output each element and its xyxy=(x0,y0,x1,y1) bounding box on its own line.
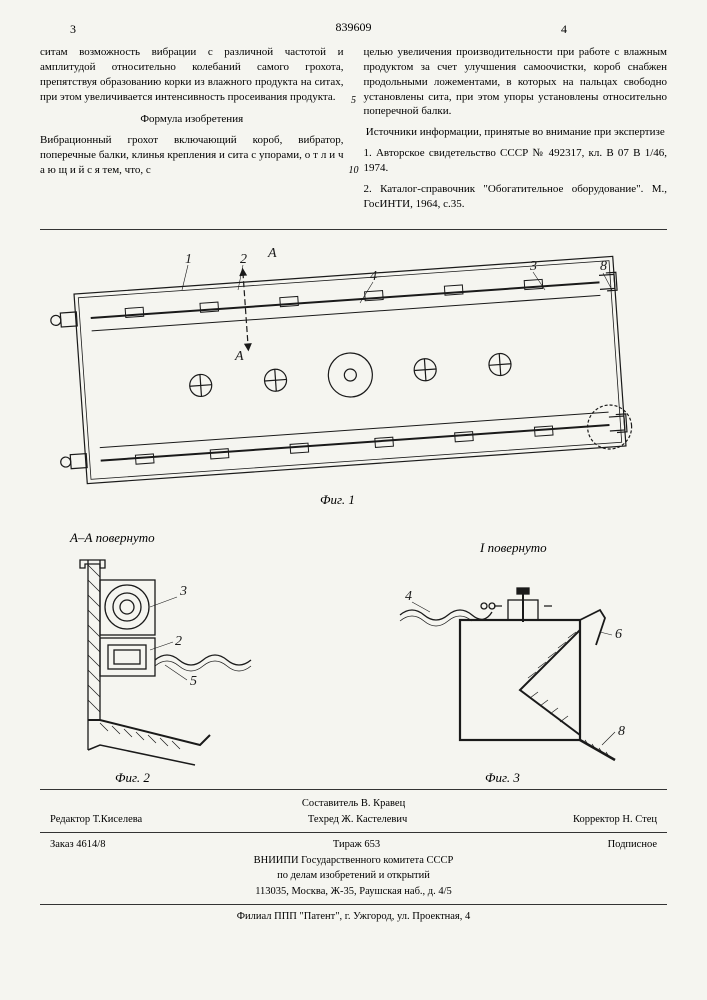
fig1-label-A1: А xyxy=(267,246,277,261)
left-para-1: ситам возможность вибрации с различной ч… xyxy=(40,45,344,104)
footer-tirazh: Тираж 653 xyxy=(333,837,380,853)
document-number: 839609 xyxy=(40,20,667,35)
figure-2: 3 2 5 xyxy=(50,550,270,780)
footer-editor: Редактор Т.Киселева xyxy=(50,812,142,828)
line-marker-5: 5 xyxy=(351,95,356,106)
fig1-label-3: 3 xyxy=(529,259,537,274)
footer-subscription: Подписное xyxy=(608,837,657,853)
fig2-title: А–А повернуто xyxy=(70,530,155,546)
figures-container: 1 2 А 4 3 8 А Фиг. 1 А–А повернуто xyxy=(40,229,667,789)
footer-org: ВНИИПИ Государственного комитета СССР xyxy=(40,853,667,869)
footer-branch: Филиал ППП "Патент", г. Ужгород, ул. Про… xyxy=(40,909,667,925)
fig1-label-1: 1 xyxy=(185,252,192,267)
footer: Составитель В. Кравец Редактор Т.Киселев… xyxy=(40,789,667,924)
right-column: целью увеличения производительности при … xyxy=(364,45,668,217)
footer-order: Заказ 4614/8 xyxy=(50,837,105,853)
source-2: 2. Каталог-справочник "Обогатительное об… xyxy=(364,182,668,212)
footer-address: 113035, Москва, Ж-35, Раушская наб., д. … xyxy=(40,884,667,900)
fig1-label-2: 2 xyxy=(240,252,247,267)
fig2-caption: Фиг. 2 xyxy=(115,770,150,786)
fig3-caption: Фиг. 3 xyxy=(485,770,520,786)
left-para-2: Вибрационный грохот включающий короб, ви… xyxy=(40,133,344,178)
fig1-label-4: 4 xyxy=(370,269,377,284)
text-columns: ситам возможность вибрации с различной ч… xyxy=(40,45,667,217)
fig3-label-6: 6 xyxy=(615,627,622,642)
footer-tech: Техред Ж. Кастелевич xyxy=(308,812,407,828)
fig2-label-5: 5 xyxy=(190,674,197,689)
fig1-label-A2: А xyxy=(234,349,244,364)
figure-3: 4 6 8 xyxy=(390,560,650,780)
formula-title: Формула изобретения xyxy=(40,112,344,127)
footer-order-row: Заказ 4614/8 Тираж 653 Подписное xyxy=(40,837,667,853)
left-column: ситам возможность вибрации с различной ч… xyxy=(40,45,344,217)
patent-page: 3 839609 4 ситам возможность вибрации с … xyxy=(0,0,707,1000)
footer-corrector: Корректор Н. Стец xyxy=(573,812,657,828)
line-marker-10: 10 xyxy=(349,165,359,176)
fig2-label-3: 3 xyxy=(179,584,187,599)
source-1: 1. Авторское свидетельство СССР № 492317… xyxy=(364,146,668,176)
fig3-title: I повернуто xyxy=(480,540,547,556)
fig2-label-2: 2 xyxy=(175,634,182,649)
right-para-1: целью увеличения производительности при … xyxy=(364,45,668,119)
fig1-label-8: 8 xyxy=(600,259,607,274)
page-number-right: 4 xyxy=(561,22,567,37)
fig3-label-4: 4 xyxy=(405,589,412,604)
page-number-left: 3 xyxy=(70,22,76,37)
fig3-label-8: 8 xyxy=(618,724,625,739)
fig1-caption: Фиг. 1 xyxy=(320,492,355,508)
figure-1: 1 2 А 4 3 8 А xyxy=(40,235,660,505)
footer-credits-row: Редактор Т.Киселева Техред Ж. Кастелевич… xyxy=(40,812,667,828)
footer-compiler: Составитель В. Кравец xyxy=(40,796,667,812)
sources-title: Источники информации, принятые во вниман… xyxy=(364,125,668,140)
footer-org2: по делам изобретений и открытий xyxy=(40,868,667,884)
